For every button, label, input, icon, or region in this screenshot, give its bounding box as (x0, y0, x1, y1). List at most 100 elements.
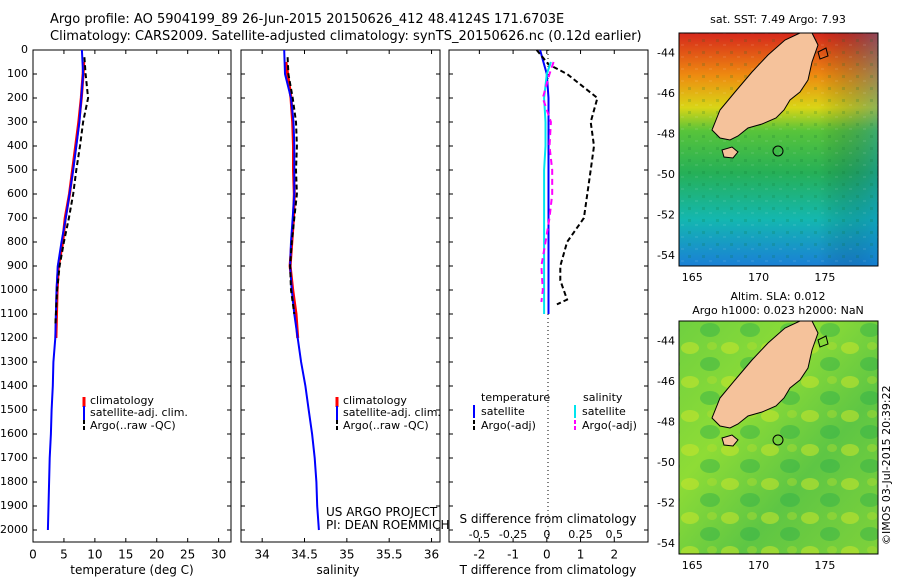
legend-label: Argo(-adj) (582, 419, 637, 432)
map-lat-label: -48 (657, 127, 675, 140)
sst-map-frame (678, 32, 879, 267)
x-tick-label: -2 (473, 548, 485, 562)
x-tick-label: 36 (424, 548, 439, 562)
x-tick-label: 0 (543, 548, 551, 562)
temperature-argo-line (54, 57, 90, 327)
sst-map-title: sat. SST: 7.49 Argo: 7.93 (710, 13, 846, 26)
sla-map-title: Altim. SLA: 0.012 (730, 290, 825, 303)
map-lon-label: 165 (682, 271, 703, 284)
depth-tick-label: 200 (7, 91, 28, 104)
s-diff-tick-label: 0 (543, 528, 550, 541)
map-lat-label: -52 (657, 208, 675, 221)
map-lat-label: -44 (657, 46, 675, 59)
x-tick-label: 10 (87, 548, 102, 562)
x-tick-label: -1 (507, 548, 519, 562)
s-diff-tick-label: -0.5 (469, 528, 490, 541)
pi-credit: PI: DEAN ROEMMICH (326, 518, 449, 532)
x-tick-label: 1 (577, 548, 585, 562)
depth-tick-label: 600 (7, 187, 28, 200)
t-difference-axis-label: T difference from climatology (459, 563, 637, 577)
legend-title-temperature: temperature (481, 391, 550, 404)
axis-tick-labels: 0100200300400500600700800900100011001200… (0, 43, 835, 572)
stewart-island-land (721, 146, 739, 159)
map-lat-label: -46 (657, 375, 675, 388)
depth-tick-label: 400 (7, 139, 28, 152)
sla-map-subtitle: Argo h1000: 0.023 h2000: NaN (692, 304, 864, 317)
depth-tick-label: 2000 (0, 523, 28, 536)
salinity-series (283, 49, 320, 531)
legend-title-salinity: salinity (583, 391, 623, 404)
x-tick-label: 34 (255, 548, 270, 562)
temperature-plot-frame (32, 49, 232, 543)
depth-tick-label: 500 (7, 163, 28, 176)
map-lat-label: -50 (657, 456, 675, 469)
coastline-feature (817, 47, 829, 60)
s-diff-tick-label: -0.25 (499, 528, 527, 541)
depth-tick-label: 1500 (0, 403, 28, 416)
depth-tick-label: 0 (21, 43, 28, 56)
x-tick-label: 0 (29, 548, 37, 562)
map-lat-label: -54 (657, 537, 675, 550)
x-tick-label: 2 (610, 548, 618, 562)
x-tick-label: 20 (149, 548, 164, 562)
legend-label: satellite-adj. clim. (343, 406, 441, 419)
imos-timestamp: ©IMOS 03-Jul-2015 20:39:22 (880, 385, 893, 545)
x-tick-label: 15 (118, 548, 133, 562)
map-lat-label: -54 (657, 249, 675, 262)
legend-label: satellite (481, 405, 525, 418)
stewart-island-land (721, 434, 739, 447)
legend-label: Argo(..raw -QC) (343, 419, 429, 432)
map-lat-label: -44 (657, 334, 675, 347)
x-tick-label: 25 (180, 548, 195, 562)
temperature-climatology-line (54, 61, 86, 339)
depth-tick-label: 300 (7, 115, 28, 128)
legend-label: satellite (582, 405, 626, 418)
salinity-axis-label: salinity (316, 563, 359, 577)
t-diff-satellite-line (539, 49, 550, 314)
map-lat-label: -48 (657, 415, 675, 428)
salinity-plot-frame (240, 49, 441, 543)
legend-label: climatology (90, 394, 154, 407)
x-tick-label: 35.5 (376, 548, 403, 562)
figure-title-line2: Climatology: CARS2009. Satellite-adjuste… (50, 29, 642, 44)
map-lon-label: 165 (682, 559, 703, 572)
depth-tick-label: 1900 (0, 499, 28, 512)
depth-tick-label: 1400 (0, 379, 28, 392)
map-lon-label: 170 (748, 559, 769, 572)
argo-float-marker (772, 434, 784, 446)
legend-label: Argo(-adj) (481, 419, 536, 432)
sla-map (679, 321, 878, 554)
t-diff-argo-line (535, 49, 599, 306)
project-credit: US ARGO PROJECT (326, 505, 438, 519)
map-lat-label: -52 (657, 496, 675, 509)
depth-tick-label: 1700 (0, 451, 28, 464)
argo-float-marker (772, 145, 784, 157)
map-lat-label: -50 (657, 168, 675, 181)
depth-tick-label: 1300 (0, 355, 28, 368)
x-tick-label: 5 (60, 548, 68, 562)
map-lat-label: -46 (657, 87, 675, 100)
depth-tick-label: 1200 (0, 331, 28, 344)
depth-tick-label: 1100 (0, 307, 28, 320)
legend-label: climatology (343, 394, 407, 407)
figure-title-line1: Argo profile: AO 5904199_89 26-Jun-2015 … (50, 12, 565, 27)
x-tick-label: 34.5 (291, 548, 318, 562)
depth-tick-label: 700 (7, 211, 28, 224)
s-difference-label: S difference from climatology (460, 512, 637, 526)
temperature-series (46, 49, 90, 531)
salinity-legend: climatology satellite-adj. clim. Argo(..… (335, 394, 441, 432)
south-island-land (711, 321, 819, 429)
temperature-legend: climatology satellite-adj. clim. Argo(..… (82, 394, 188, 432)
sla-map-frame (678, 320, 879, 555)
x-tick-label: 35 (339, 548, 354, 562)
depth-tick-label: 100 (7, 67, 28, 80)
map-lon-label: 170 (748, 271, 769, 284)
s-diff-tick-label: 0.5 (606, 528, 624, 541)
sst-map (679, 33, 878, 266)
depth-tick-label: 1600 (0, 427, 28, 440)
s-diff-tick-label: 0.25 (568, 528, 593, 541)
depth-tick-label: 800 (7, 235, 28, 248)
depth-tick-label: 1800 (0, 475, 28, 488)
depth-tick-label: 900 (7, 259, 28, 272)
